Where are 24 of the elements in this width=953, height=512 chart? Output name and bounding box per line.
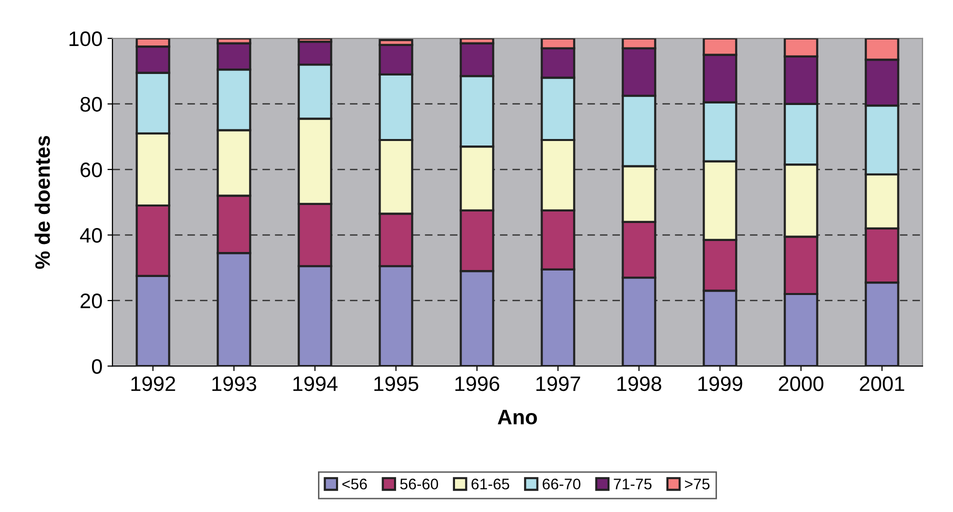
y-axis-title: % de doentes [34, 136, 50, 269]
legend-label: >75 [684, 478, 710, 490]
y-tick-label: 60 [80, 162, 102, 178]
x-tick-label: 1996 [455, 376, 500, 392]
y-tick-label: 20 [80, 294, 102, 308]
y-tick-label: 40 [80, 228, 102, 243]
legend-label: 71-75 [614, 478, 652, 490]
x-tick-label: 1993 [212, 376, 256, 392]
y-tick-label: 0 [92, 359, 102, 374]
y-tick-label: 80 [80, 96, 102, 112]
y-tick-label: 100 [70, 31, 102, 46]
x-axis-title: Ano [498, 410, 537, 424]
x-tick-label: 2000 [778, 376, 824, 392]
legend-label: 56-60 [400, 478, 438, 490]
legend-label: 66-70 [542, 478, 580, 490]
x-tick-label: 1994 [293, 376, 338, 392]
x-tick-label: 1997 [536, 376, 580, 392]
x-tick-label: 1992 [131, 376, 176, 392]
x-tick-label: 1995 [374, 376, 418, 392]
legend-label: <56 [342, 478, 367, 490]
x-tick-label: 1999 [698, 376, 742, 392]
x-tick-label: 2001 [860, 376, 904, 392]
legend-label: 61-65 [472, 478, 510, 490]
x-tick-label: 1998 [617, 376, 662, 392]
